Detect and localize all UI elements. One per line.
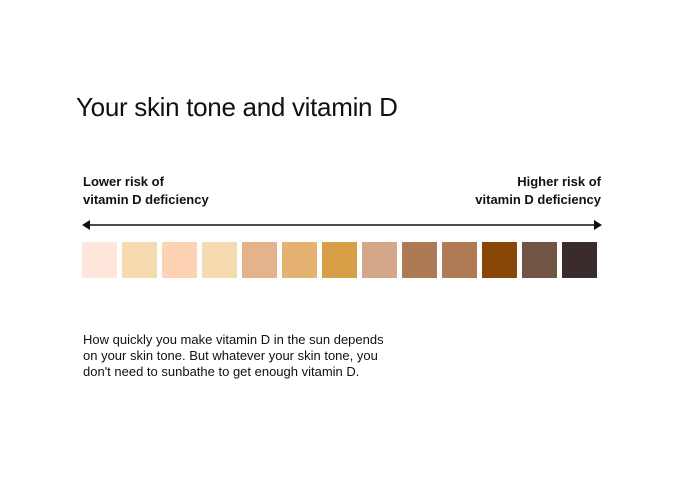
higher-risk-label: Higher risk of vitamin D deficiency bbox=[475, 173, 601, 209]
skin-tone-swatch bbox=[442, 242, 477, 278]
higher-risk-line-1: Higher risk of bbox=[517, 174, 601, 189]
skin-tone-swatch bbox=[522, 242, 557, 278]
description-line-1: How quickly you make vitamin D in the su… bbox=[83, 332, 384, 347]
description-line-2: on your skin tone. But whatever your ski… bbox=[83, 348, 378, 363]
lower-risk-line-2: vitamin D deficiency bbox=[83, 192, 209, 207]
description-line-3: don't need to sunbathe to get enough vit… bbox=[83, 364, 360, 379]
skin-tone-swatch bbox=[322, 242, 357, 278]
higher-risk-line-2: vitamin D deficiency bbox=[475, 192, 601, 207]
skin-tone-swatch bbox=[362, 242, 397, 278]
lower-risk-label: Lower risk of vitamin D deficiency bbox=[83, 173, 209, 209]
skin-tone-swatch bbox=[122, 242, 157, 278]
skin-tone-swatches bbox=[82, 242, 597, 278]
double-arrow-icon bbox=[82, 220, 602, 230]
description: How quickly you make vitamin D in the su… bbox=[83, 332, 463, 380]
skin-tone-swatch bbox=[202, 242, 237, 278]
lower-risk-line-1: Lower risk of bbox=[83, 174, 164, 189]
skin-tone-swatch bbox=[482, 242, 517, 278]
skin-tone-swatch bbox=[82, 242, 117, 278]
skin-tone-swatch bbox=[242, 242, 277, 278]
skin-tone-swatch bbox=[162, 242, 197, 278]
page-title: Your skin tone and vitamin D bbox=[76, 92, 398, 122]
skin-tone-swatch bbox=[562, 242, 597, 278]
skin-tone-swatch bbox=[282, 242, 317, 278]
skin-tone-swatch bbox=[402, 242, 437, 278]
